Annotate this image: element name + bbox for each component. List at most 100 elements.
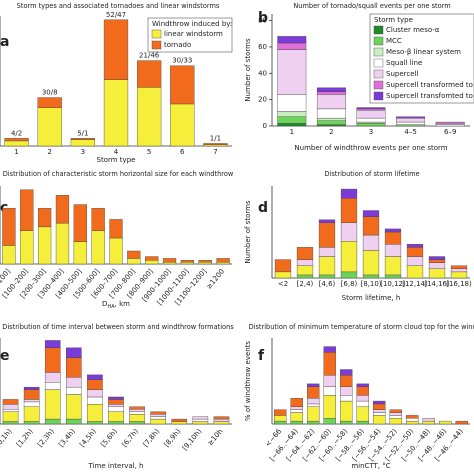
bar-segment <box>340 395 353 402</box>
bar-segment <box>296 265 314 276</box>
x-axis-label-main: Storm type <box>97 156 136 164</box>
bar-segment <box>384 256 402 276</box>
bar-segment <box>384 231 402 245</box>
x-axis-label: Number of windthrow events per one storm <box>294 144 447 152</box>
x-tick-label: [3,4h) <box>57 427 77 448</box>
bar-segment <box>145 256 159 261</box>
bar-segment <box>2 411 19 422</box>
bar-segment <box>406 247 424 257</box>
bar-segment <box>290 398 303 408</box>
bar-segment <box>318 256 336 276</box>
bar-segment <box>406 415 419 419</box>
bar-segment <box>66 418 82 425</box>
legend-swatch <box>373 69 384 79</box>
bar-segment <box>373 412 386 416</box>
bar-segment <box>435 121 465 124</box>
bar-segment <box>277 49 307 95</box>
bar-segment <box>55 195 70 224</box>
bar-segment <box>439 420 452 425</box>
bar-segment <box>356 107 386 110</box>
bar-segment <box>356 123 386 127</box>
bar-segment <box>340 386 353 396</box>
bar-segment <box>274 409 287 416</box>
bar-segment <box>356 386 369 396</box>
legend-label: MCC <box>386 37 402 45</box>
bar-segment <box>170 103 195 147</box>
y-axis-label: Number of storms <box>244 200 252 264</box>
bar-segment <box>37 226 52 265</box>
bar-segment <box>362 216 380 236</box>
bar-segment <box>180 260 195 263</box>
y-tick-label: 40 <box>258 69 267 77</box>
bar-segment <box>2 208 16 246</box>
bar-segment <box>323 375 336 387</box>
bar-segment <box>137 60 162 88</box>
x-axis-label-main: Storm lifetime, h <box>342 294 401 302</box>
bar-segment <box>203 143 228 145</box>
bar-segment <box>373 415 386 425</box>
panel-letter: d <box>258 200 268 216</box>
bar-segment <box>290 420 303 425</box>
panel-letter: c <box>0 200 8 216</box>
legend-label: tornado <box>164 41 191 49</box>
x-tick-label: [6,8) <box>341 280 358 288</box>
bar-segment <box>406 265 424 279</box>
bar-segment <box>396 116 426 119</box>
x-tick-label: 1 <box>14 148 18 156</box>
bar-segment <box>198 260 212 263</box>
y-axis-label: Number of storms <box>244 38 252 102</box>
bar-segment <box>362 234 380 251</box>
bar-segment <box>340 198 358 223</box>
bar-segment <box>66 377 82 388</box>
x-axis-label: Storm type <box>97 156 136 164</box>
bar-segment <box>37 97 62 108</box>
bar-segment <box>356 400 369 408</box>
legend-label: Squall line <box>386 59 422 67</box>
bar-segment <box>389 412 402 416</box>
bar-segment <box>66 357 82 378</box>
bar-segment <box>356 406 369 422</box>
bar-segment <box>340 240 358 273</box>
x-tick-label: 3 <box>369 128 373 136</box>
bar-segment <box>318 219 336 224</box>
bar-segment <box>2 421 19 425</box>
bar-segment <box>145 260 159 265</box>
x-tick-label: [9,10h) <box>181 427 204 452</box>
bar-segment <box>356 117 386 123</box>
legend-label: Supercell <box>386 70 418 78</box>
bar-label: 52/47 <box>106 11 126 19</box>
panel-letter: b <box>258 10 268 26</box>
bar-segment <box>340 271 358 279</box>
x-tick-label: 6 <box>180 148 185 156</box>
bar-segment <box>422 420 435 425</box>
bar-segment <box>450 265 468 270</box>
bar-segment <box>192 418 209 422</box>
bar-segment <box>277 42 307 50</box>
bar-segment <box>73 204 87 242</box>
bar-segment <box>450 271 468 279</box>
bar-segment <box>66 386 82 395</box>
bar-segment <box>406 244 424 248</box>
x-tick-label: [16,18) <box>446 280 472 288</box>
bar-segment <box>213 416 230 420</box>
x-axis-label-main: Number of windthrow events per one storm <box>294 144 447 152</box>
x-tick-label: [0,1h) <box>0 427 14 448</box>
bar-segment <box>44 418 61 425</box>
bar-segment <box>2 245 16 265</box>
x-axis-label: DHA, km <box>102 300 130 310</box>
y-tick-label: 20 <box>258 96 267 104</box>
bar-segment <box>129 411 145 415</box>
legend-title: Storm type <box>374 16 413 24</box>
x-axis-label-main: minCTT, °C <box>351 462 390 470</box>
legend-swatch <box>373 47 384 57</box>
bar-segment <box>44 340 61 349</box>
bar-label: 5/1 <box>77 129 88 137</box>
x-tick-label: 5 <box>147 148 151 156</box>
bar-segment <box>129 421 145 425</box>
bar-segment <box>150 418 166 425</box>
x-tick-label: [2,4) <box>297 280 314 288</box>
legend-label: Supercell transfomted to <box>386 92 473 100</box>
bar-segment <box>274 271 292 279</box>
legend-label: Supercell transformed to <box>386 81 473 89</box>
x-tick-label: [5,6h) <box>99 427 119 448</box>
